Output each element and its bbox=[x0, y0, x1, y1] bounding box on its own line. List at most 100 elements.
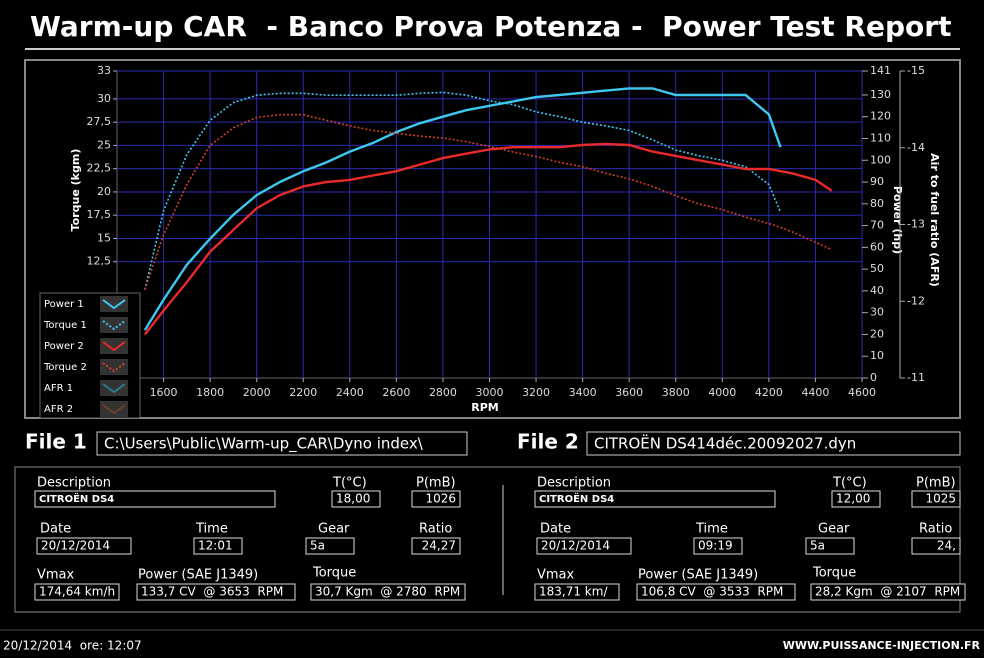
field-label: T(°C) bbox=[832, 476, 867, 491]
field-label: Description bbox=[537, 476, 611, 491]
x-tick-label: 3200 bbox=[522, 386, 550, 399]
y2-tick-label: 50 bbox=[870, 262, 884, 275]
field-label: Vmax bbox=[537, 568, 575, 583]
field-label: Power (SAE J1349) bbox=[638, 568, 758, 583]
field-box bbox=[911, 490, 961, 508]
field-label: T(°C) bbox=[332, 476, 367, 491]
field-value: 12,00 bbox=[836, 492, 870, 506]
legend-label: Torque 1 bbox=[43, 320, 87, 331]
file-path-box bbox=[96, 431, 468, 456]
footer-timestamp: 20/12/2014 ore: 12:07 bbox=[3, 639, 142, 653]
legend-label: Power 2 bbox=[44, 341, 84, 352]
field-value: 1025 bbox=[925, 492, 956, 506]
y2-tick-label: 141 bbox=[870, 64, 891, 77]
series-line bbox=[143, 87, 782, 331]
legend-swatch bbox=[100, 317, 128, 333]
x-tick-label: 3400 bbox=[569, 386, 597, 399]
y2-tick-label: 120 bbox=[870, 110, 891, 123]
field-box bbox=[36, 537, 132, 555]
field-value: 12:01 bbox=[198, 539, 233, 553]
field-value: 106,8 CV @ 3533 RPM bbox=[641, 585, 783, 599]
field-value: 5a bbox=[310, 539, 325, 553]
series-line bbox=[144, 113, 833, 290]
field-label: Power (SAE J1349) bbox=[138, 568, 258, 583]
y2-tick-label: 30 bbox=[870, 306, 884, 319]
field-box bbox=[193, 537, 243, 555]
y3-tick-label: -13 bbox=[907, 218, 925, 231]
legend-swatch bbox=[100, 359, 128, 375]
legend-label: Power 1 bbox=[44, 299, 84, 310]
file-title: File 2 bbox=[517, 430, 579, 454]
field-value: CITROËN DS4 bbox=[39, 491, 114, 505]
field-label: Description bbox=[37, 476, 111, 491]
y2-tick-label: 10 bbox=[870, 349, 884, 362]
field-box bbox=[536, 537, 632, 555]
x-tick-label: 1800 bbox=[196, 386, 224, 399]
legend-line bbox=[102, 404, 126, 415]
field-value: 30,7 Kgm @ 2780 RPM bbox=[315, 585, 460, 599]
field-label: Ratio bbox=[919, 522, 952, 537]
y3-axis-title: Air to fuel ratio (AFR) bbox=[928, 153, 941, 287]
legend-swatch bbox=[100, 401, 128, 417]
field-box bbox=[636, 583, 796, 601]
y2-tick-label: 70 bbox=[870, 219, 884, 232]
x-tick-label: 4600 bbox=[848, 386, 876, 399]
file-path: CITROËN DS414déc.20092027.dyn bbox=[594, 434, 856, 453]
y-tick-label: 15 bbox=[97, 231, 111, 244]
field-label: Gear bbox=[818, 522, 850, 537]
x-tick-label: 2800 bbox=[429, 386, 457, 399]
y-tick-label: 17,5 bbox=[87, 208, 112, 221]
field-box bbox=[411, 537, 461, 555]
file-path: C:\Users\Public\Warm-up_CAR\Dyno index\ bbox=[104, 435, 424, 454]
report-title: Warm-up CAR - Banco Prova Potenza - Powe… bbox=[30, 10, 951, 43]
field-box bbox=[411, 490, 461, 508]
x-tick-label: 3600 bbox=[615, 386, 643, 399]
field-value: 18,00 bbox=[336, 492, 370, 506]
legend-label: Torque 2 bbox=[43, 362, 87, 373]
x-tick-label: 3000 bbox=[476, 386, 504, 399]
field-box bbox=[534, 583, 620, 601]
y-tick-label: 30 bbox=[97, 92, 111, 105]
x-tick-label: 2600 bbox=[382, 386, 410, 399]
legend-line bbox=[102, 383, 126, 394]
field-value: 28,2 Kgm @ 2107 RPM bbox=[815, 585, 960, 599]
x-tick-label: 3800 bbox=[662, 386, 690, 399]
field-box bbox=[831, 490, 881, 508]
file-path-box bbox=[586, 431, 961, 456]
series-line bbox=[144, 91, 782, 290]
x-tick-label: 4200 bbox=[755, 386, 783, 399]
legend-line bbox=[102, 362, 126, 373]
legend-line bbox=[102, 341, 126, 352]
y2-axis-title: Power (hp) bbox=[891, 186, 904, 254]
y2-tick-label: 100 bbox=[870, 153, 891, 166]
legend-box bbox=[39, 292, 141, 419]
field-box bbox=[305, 537, 355, 555]
field-label: Time bbox=[195, 522, 228, 537]
legend-line bbox=[102, 299, 126, 310]
y2-tick-label: 90 bbox=[870, 175, 884, 188]
field-box bbox=[310, 583, 466, 601]
field-value: 09:19 bbox=[698, 539, 733, 553]
field-label: Date bbox=[40, 522, 71, 537]
field-box bbox=[34, 583, 120, 601]
field-box bbox=[331, 490, 381, 508]
field-label: Date bbox=[540, 522, 571, 537]
field-box bbox=[693, 537, 743, 555]
y3-tick-label: -11 bbox=[907, 371, 925, 384]
field-box bbox=[534, 490, 776, 508]
y3-tick-label: -14 bbox=[907, 141, 925, 154]
field-box bbox=[810, 583, 966, 601]
legend-label: AFR 1 bbox=[44, 383, 73, 394]
field-label: P(mB) bbox=[916, 476, 956, 491]
field-box bbox=[34, 490, 276, 508]
y3-tick-label: -12 bbox=[907, 294, 925, 307]
x-tick-label: 2000 bbox=[243, 386, 271, 399]
field-value: 20/12/2014 bbox=[541, 539, 610, 553]
footer-website: WWW.PUISSANCE-INJECTION.FR bbox=[783, 639, 981, 652]
legend-swatch bbox=[100, 296, 128, 312]
field-label: Gear bbox=[318, 522, 350, 537]
series-line bbox=[143, 142, 833, 336]
y2-tick-label: 130 bbox=[870, 88, 891, 101]
y-axis-title: Torque (kgm) bbox=[69, 149, 82, 232]
